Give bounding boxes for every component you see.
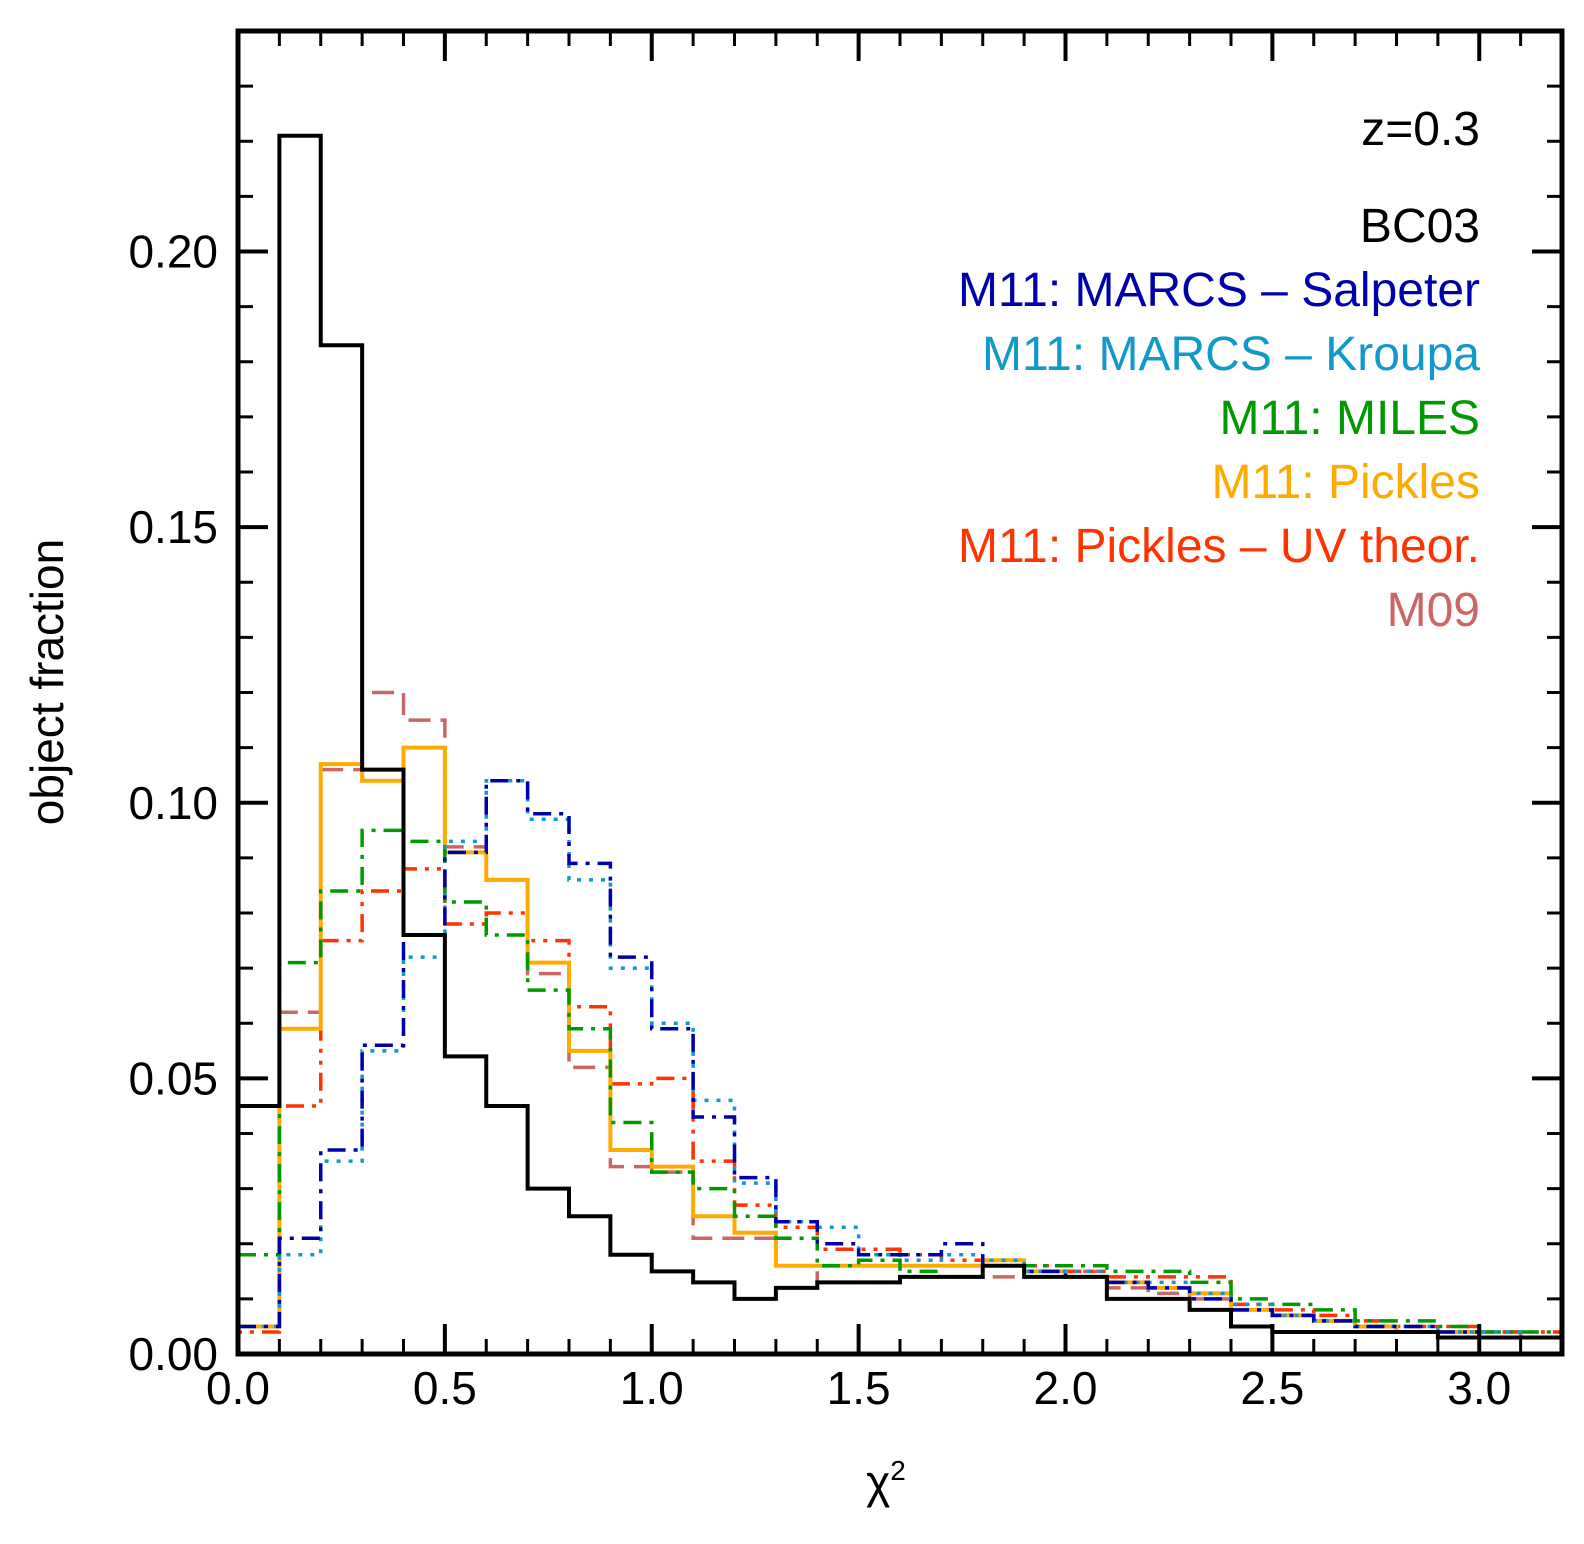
series-line-6 bbox=[238, 690, 1562, 1340]
y-tick-label: 0.10 bbox=[128, 777, 218, 829]
legend-entry-2: M11: MARCS – Kroupa bbox=[982, 328, 1480, 381]
y-tick-label: 0.00 bbox=[128, 1328, 218, 1380]
legend-entry-5: M11: Pickles – UV theor. bbox=[958, 520, 1480, 573]
annotation-redshift: z=0.3 bbox=[1361, 103, 1480, 156]
x-tick-label: 0.0 bbox=[206, 1362, 270, 1414]
x-tick-label: 0.5 bbox=[413, 1362, 477, 1414]
x-tick-label: 1.5 bbox=[827, 1362, 891, 1414]
x-axis-title: χ2 bbox=[866, 1455, 906, 1508]
y-tick-label: 0.20 bbox=[128, 226, 218, 278]
x-tick-label: 2.5 bbox=[1240, 1362, 1304, 1414]
x-tick-label: 1.0 bbox=[620, 1362, 684, 1414]
x-tick-label: 3.0 bbox=[1447, 1362, 1511, 1414]
tick-layer: 0.0 0.5 1.0 1.5 2.0 2.5 3.0 0.00 0.05 0.10 0.15 0.2… bbox=[128, 31, 1562, 1414]
series-line-1 bbox=[238, 778, 1562, 1340]
x-axis-title-symbol: χ bbox=[866, 1456, 890, 1508]
legend-entry-3: M11: MILES bbox=[1219, 392, 1480, 445]
x-tick-label: 2.0 bbox=[1034, 1362, 1098, 1414]
y-axis-title: object fraction bbox=[21, 539, 73, 825]
y-tick-label: 0.05 bbox=[128, 1052, 218, 1104]
x-axis-title-superscript: 2 bbox=[890, 1455, 906, 1486]
series-line-5 bbox=[238, 867, 1562, 1334]
legend-entry-1: M11: MARCS – Salpeter bbox=[958, 264, 1480, 317]
legend: BC03 M11: MARCS – Salpeter M11: MARCS – Kr… bbox=[958, 200, 1480, 637]
plot-frame bbox=[235, 28, 1565, 1357]
legend-entry-0: BC03 bbox=[1360, 200, 1480, 253]
legend-entry-4: M11: Pickles bbox=[1211, 456, 1480, 509]
y-tick-label: 0.15 bbox=[128, 501, 218, 553]
legend-entry-6: M09 bbox=[1387, 584, 1480, 637]
